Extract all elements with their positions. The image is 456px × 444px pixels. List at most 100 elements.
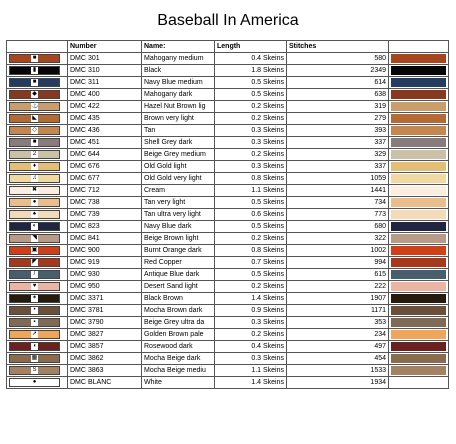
- thread-number: 677: [88, 174, 100, 182]
- stitch-count-cell: 734: [286, 196, 389, 209]
- symbol-cell: ▣: [6, 244, 68, 257]
- thread-name-cell: Mahogany dark: [141, 88, 215, 101]
- color-swatch-cell: [388, 340, 449, 353]
- thread-name-cell: Beige Brown light: [141, 232, 215, 245]
- table-row: ♥ DMC 950 Desert Sand light 0.2 Skeins 222: [6, 280, 449, 293]
- table-row: ● DMC 738 Tan very light 0.5 Skeins 734: [6, 196, 449, 209]
- thread-number-cell: DMC BLANC: [67, 376, 142, 389]
- thread-name-cell: Shell Grey dark: [141, 136, 215, 149]
- color-swatch: [391, 126, 446, 135]
- table-row: ◣ DMC 435 Brown very light 0.2 Skeins 279: [6, 112, 449, 125]
- symbol-cell: ♥: [6, 280, 68, 293]
- half-circle-icon: ◖: [31, 343, 38, 350]
- thread-number: 841: [88, 234, 100, 242]
- symbol-cell: ✖: [6, 184, 68, 197]
- symbol-chip: ▣: [9, 246, 60, 255]
- color-swatch-cell: [388, 208, 449, 221]
- stitch-count-cell: 1171: [286, 304, 389, 317]
- table-row: ▣ DMC 900 Burnt Orange dark 0.8 Skeins 1002: [6, 244, 449, 257]
- thread-brand: DMC: [70, 330, 86, 338]
- thread-length-cell: 1.8 Skeins: [214, 64, 287, 77]
- thread-brand: DMC: [70, 294, 86, 302]
- thread-number: 919: [88, 258, 100, 266]
- color-swatch-cell: [388, 88, 449, 101]
- thread-brand: DMC: [70, 78, 86, 86]
- color-swatch: [391, 198, 446, 207]
- thread-number: 3863: [88, 366, 104, 374]
- thread-number: 3862: [88, 354, 104, 362]
- thread-number: 310: [88, 66, 100, 74]
- symbol-cell: ▦: [6, 352, 68, 365]
- stitch-count-cell: 1002: [286, 244, 389, 257]
- triangle-icon: ◣: [31, 115, 38, 122]
- color-swatch: [391, 66, 446, 75]
- page-title: Baseball In America: [157, 12, 299, 29]
- symbol-cell: ▮: [6, 64, 68, 77]
- color-swatch: [391, 354, 446, 363]
- thread-name-cell: Tan very light: [141, 196, 215, 209]
- color-swatch: [391, 294, 446, 303]
- symbol-chip: ◖: [9, 342, 60, 351]
- thread-brand: DMC: [70, 138, 86, 146]
- thread-length-cell: 0.3 Skeins: [214, 316, 287, 329]
- symbol-chip: ♫: [9, 174, 60, 183]
- thread-brand: DMC: [70, 354, 86, 362]
- thread-number: 3790: [88, 318, 104, 326]
- thread-number: 3371: [88, 294, 104, 302]
- thread-name-cell: Tan ultra very light: [141, 208, 215, 221]
- table-row: ♠ DMC 739 Tan ultra very light 0.6 Skeins 773: [6, 208, 449, 221]
- symbol-chip: ♦: [9, 162, 60, 171]
- thread-length-cell: 0.4 Skeins: [214, 52, 287, 65]
- thread-length-cell: 0.7 Skeins: [214, 256, 287, 269]
- color-swatch-cell: [388, 64, 449, 77]
- stitch-count-cell: 638: [286, 88, 389, 101]
- diagonal-icon: ◤: [31, 259, 38, 266]
- thread-number-cell: DMC 436: [67, 124, 142, 137]
- color-swatch: [391, 234, 446, 243]
- table-header-row: Number Name: Length Stitches: [6, 40, 449, 53]
- stitch-count-cell: 222: [286, 280, 389, 293]
- symbol-chip: ◥: [9, 234, 60, 243]
- symbol-chip: ▮: [9, 66, 60, 75]
- thread-number: 301: [88, 54, 100, 62]
- dot-icon: •: [31, 307, 38, 314]
- thread-number: BLANC: [88, 378, 112, 386]
- thread-name-cell: White: [141, 376, 215, 389]
- color-swatch-cell: [388, 112, 449, 125]
- symbol-cell: ■: [6, 52, 68, 65]
- thread-number-cell: DMC 738: [67, 196, 142, 209]
- symbol-cell: •: [6, 304, 68, 317]
- thread-number-cell: DMC 930: [67, 268, 142, 281]
- thread-number: 400: [88, 90, 100, 98]
- stitch-count-cell: 1441: [286, 184, 389, 197]
- symbol-chip: ✖: [9, 186, 60, 195]
- color-swatch: [391, 330, 446, 339]
- thread-name-cell: Tan: [141, 124, 215, 137]
- symbol-cell: ■: [6, 136, 68, 149]
- symbol-chip: ■: [9, 138, 60, 147]
- stitch-count-cell: 337: [286, 160, 389, 173]
- table-row: ◇ DMC 436 Tan 0.3 Skeins 393: [6, 124, 449, 137]
- thread-brand: DMC: [70, 66, 86, 74]
- thread-name-cell: Navy Blue medium: [141, 76, 215, 89]
- thread-number: 950: [88, 282, 100, 290]
- color-swatch: [391, 78, 446, 87]
- thread-number: 422: [88, 102, 100, 110]
- thread-name-cell: Mahogany medium: [141, 52, 215, 65]
- thread-length-cell: 1.4 Skeins: [214, 376, 287, 389]
- table-row: ✖ DMC 712 Cream 1.1 Skeins 1441: [6, 184, 449, 197]
- flag-icon: ■: [31, 55, 38, 62]
- thread-number: 712: [88, 186, 100, 194]
- thread-number-cell: DMC 823: [67, 220, 142, 233]
- table-row: ◖ DMC 3857 Rosewood dark 0.4 Skeins 497: [6, 340, 449, 353]
- color-swatch-cell: [388, 376, 449, 389]
- thread-name-cell: Burnt Orange dark: [141, 244, 215, 257]
- symbol-chip: ◆: [9, 90, 60, 99]
- symbol-chip: ♥: [9, 282, 60, 291]
- color-swatch: [391, 54, 446, 63]
- stitch-count-cell: 994: [286, 256, 389, 269]
- thread-brand: DMC: [70, 114, 86, 122]
- spade-icon: ♠: [31, 211, 38, 218]
- thread-number-cell: DMC 739: [67, 208, 142, 221]
- color-swatch: [391, 366, 446, 375]
